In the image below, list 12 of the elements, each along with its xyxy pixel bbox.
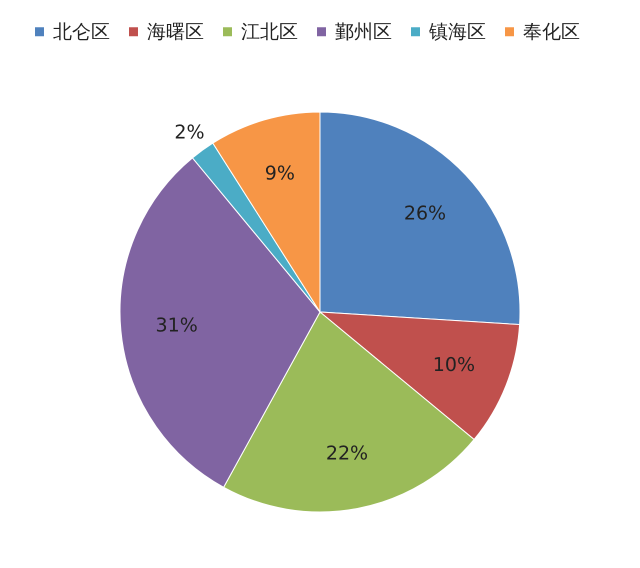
legend-label: 镇海区 — [428, 20, 486, 43]
legend-label: 北仑区 — [53, 20, 110, 43]
data-label: 31% — [156, 314, 198, 337]
data-label: 22% — [326, 442, 368, 464]
legend-label: 江北区 — [241, 20, 298, 43]
data-label: 10% — [432, 354, 476, 376]
legend-label: 奉化区 — [523, 20, 580, 43]
legend-label: 海曙区 — [147, 20, 204, 43]
data-label: 2% — [174, 121, 205, 144]
legend-label: 鄞州区 — [335, 20, 392, 43]
data-label: 26% — [404, 202, 446, 224]
data-label: 9% — [264, 162, 295, 185]
